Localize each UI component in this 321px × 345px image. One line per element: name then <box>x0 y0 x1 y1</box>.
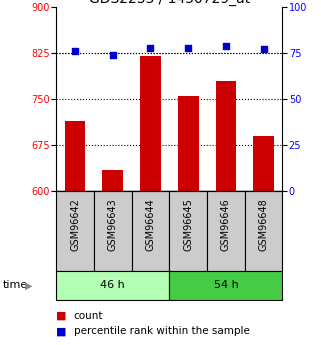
Bar <box>207 191 245 271</box>
Text: ■: ■ <box>56 326 67 336</box>
Point <box>73 48 78 54</box>
Bar <box>65 121 85 345</box>
Bar <box>245 191 282 271</box>
Bar <box>132 191 169 271</box>
Point <box>148 45 153 50</box>
Point <box>223 43 229 48</box>
Text: ▶: ▶ <box>25 280 33 290</box>
Text: 46 h: 46 h <box>100 280 125 290</box>
Bar <box>56 191 94 271</box>
Point <box>110 52 115 58</box>
Text: GSM96648: GSM96648 <box>259 198 269 250</box>
Text: GSM96646: GSM96646 <box>221 198 231 250</box>
Title: GDS2233 / 1450729_at: GDS2233 / 1450729_at <box>89 0 250 6</box>
Bar <box>140 56 161 345</box>
Bar <box>94 191 132 271</box>
Bar <box>169 271 282 300</box>
Bar <box>215 81 236 345</box>
Text: 54 h: 54 h <box>213 280 238 290</box>
Bar <box>169 191 207 271</box>
Bar <box>56 271 169 300</box>
Bar <box>102 170 123 345</box>
Point <box>186 45 191 50</box>
Text: count: count <box>74 311 103 321</box>
Text: GSM96644: GSM96644 <box>145 198 155 250</box>
Text: GSM96643: GSM96643 <box>108 198 118 250</box>
Point <box>261 47 266 52</box>
Text: GSM96642: GSM96642 <box>70 198 80 251</box>
Bar <box>178 96 199 345</box>
Text: time: time <box>3 280 29 290</box>
Text: percentile rank within the sample: percentile rank within the sample <box>74 326 250 336</box>
Text: GSM96645: GSM96645 <box>183 198 193 251</box>
Text: ■: ■ <box>56 311 67 321</box>
Bar <box>253 136 274 345</box>
